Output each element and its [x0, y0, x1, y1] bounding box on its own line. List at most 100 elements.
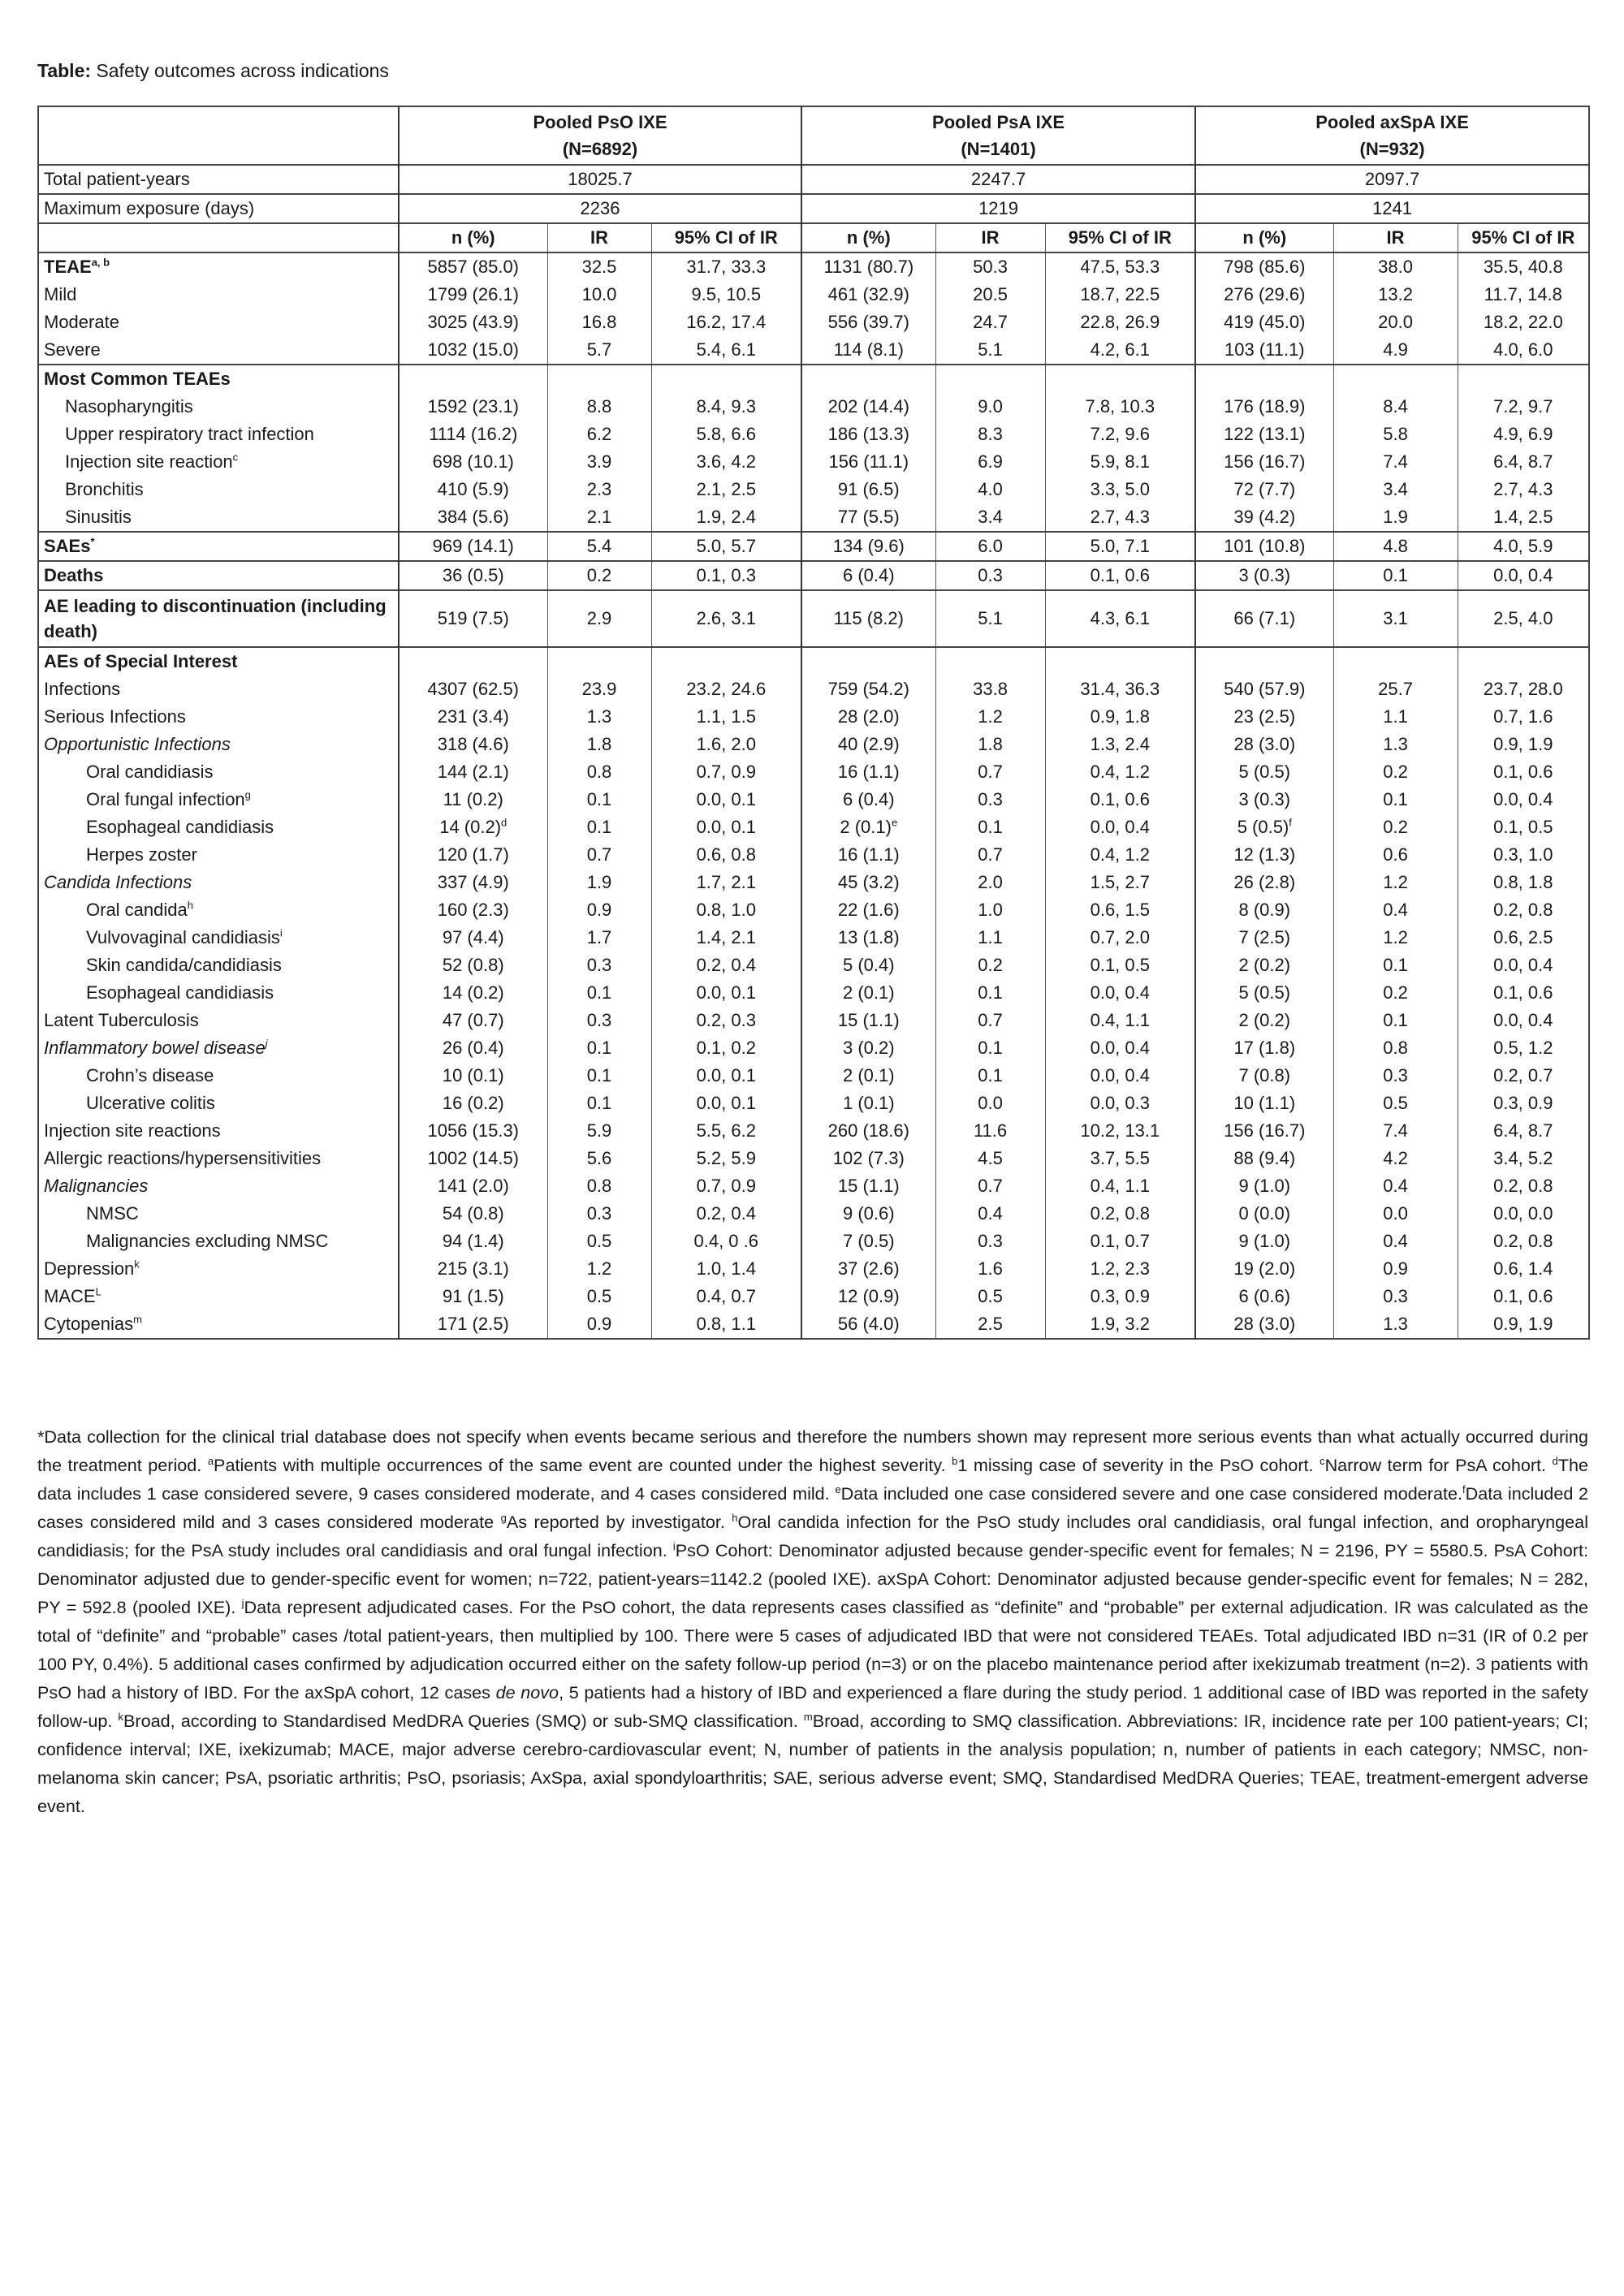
cell-value: 0.2 — [1383, 817, 1408, 837]
cell-n-pct: 37 (2.6) — [801, 1255, 936, 1283]
cell-n-pct: 3 (0.3) — [1194, 560, 1334, 590]
cell-ir: 8.4 — [1332, 393, 1458, 421]
cell-value: 0.0 — [978, 1093, 1003, 1113]
cell-value: 141 (2.0) — [437, 1176, 509, 1196]
cell-n-pct: 5857 (85.0) — [398, 252, 548, 281]
cell-value: 20.0 — [1378, 312, 1413, 332]
cell-value: 13 (1.8) — [837, 927, 900, 947]
cell-value: 5.6 — [586, 1148, 612, 1168]
cell-value: 8.8 — [586, 396, 612, 416]
cell-value: 0.7 — [978, 1176, 1003, 1196]
cell-value: 4.8 — [1383, 536, 1408, 556]
cell-value: 2.0 — [978, 872, 1003, 892]
cell-n-pct — [801, 364, 936, 393]
cell-ir: 0.5 — [935, 1283, 1046, 1310]
cell-ci: 0.2, 0.7 — [1457, 1062, 1590, 1090]
row-label-text: Herpes zoster — [86, 844, 197, 865]
row-label: Most Common TEAEs — [37, 364, 400, 393]
row-label-text: Vulvovaginal candidiasis — [86, 927, 280, 947]
row-label-text: AE leading to discontinuation (including… — [44, 596, 387, 641]
cell-ir: 11.6 — [935, 1117, 1046, 1145]
table-row: Oral fungal infectiong 11 (0.2) 0.1 0.0, 0.… — [37, 786, 1590, 814]
table-title-text: Safety outcomes across indications — [91, 60, 389, 81]
cell-ci: 0.0, 0.1 — [650, 786, 802, 814]
cell-ir: 0.1 — [546, 814, 652, 841]
cell-value: 20.5 — [973, 284, 1008, 304]
table-row: Most Common TEAEs — [37, 364, 1590, 393]
cell-value: 4.0, 6.0 — [1493, 339, 1553, 360]
cell-value: 0.2, 0.8 — [1493, 900, 1553, 920]
table-row: SAEs* 969 (14.1) 5.4 5.0, 5.7 134 (9.6) 6.0 5.… — [37, 531, 1590, 561]
cell-value: 176 (18.9) — [1224, 396, 1306, 416]
cell-value: 0.8 — [586, 762, 612, 782]
cell-value: 4.9, 6.9 — [1493, 424, 1553, 444]
header-blank — [37, 222, 400, 252]
cell-value: 5857 (85.0) — [427, 257, 520, 277]
group-header: Pooled PsA IXE (N=1401) — [801, 106, 1196, 165]
cell-ir: 5.6 — [546, 1145, 652, 1172]
cell-value: 1.1 — [1383, 706, 1408, 727]
cell-n-pct: 556 (39.7) — [801, 309, 936, 336]
cell-n-pct: 1131 (80.7) — [801, 252, 936, 281]
table-title-label: Table: — [37, 60, 92, 81]
row-label-text: Malignancies excluding NMSC — [86, 1231, 329, 1251]
cell-ci: 35.5, 40.8 — [1457, 252, 1590, 281]
table-row: Oral candidah 160 (2.3) 0.9 0.8, 1.0 22 (1.6… — [37, 896, 1590, 924]
row-label-text: TEAE — [44, 257, 92, 277]
table-row: Serious Infections 231 (3.4) 1.3 1.1, 1.5 28… — [37, 703, 1590, 731]
cell-value: 9.0 — [978, 396, 1003, 416]
footnote-marker: d — [1552, 1454, 1558, 1467]
cell-value: 12 (1.3) — [1233, 844, 1296, 865]
cell-ci: 0.6, 1.4 — [1457, 1255, 1590, 1283]
cell-ci: 0.4, 1.1 — [1044, 1172, 1196, 1200]
cell-value: 0.1 — [978, 1038, 1003, 1058]
cell-ir: 4.5 — [935, 1145, 1046, 1172]
cell-value: 1.9, 3.2 — [1090, 1314, 1150, 1334]
cell-ci: 0.4, 0 .6 — [650, 1228, 802, 1255]
cell-value: 18.2, 22.0 — [1483, 312, 1563, 332]
cell-value: 0.7, 0.9 — [696, 762, 756, 782]
cell-ci: 0.1, 0.3 — [650, 560, 802, 590]
cell-n-pct: 4307 (62.5) — [398, 675, 548, 703]
cell-value: 4.5 — [978, 1148, 1003, 1168]
cell-value: 0.8, 1.1 — [696, 1314, 756, 1334]
cell-ci: 0.0, 0.4 — [1044, 814, 1196, 841]
cell-value: 0.6, 1.5 — [1090, 900, 1150, 920]
cell-n-pct: 1799 (26.1) — [398, 281, 548, 309]
cell-ir: 0.3 — [1332, 1062, 1458, 1090]
footnote-marker: m — [803, 1710, 813, 1723]
cell-n-pct: 1114 (16.2) — [398, 421, 548, 448]
cell-ir: 5.9 — [546, 1117, 652, 1145]
cell-ir: 23.9 — [546, 675, 652, 703]
cell-value: 5.5, 6.2 — [696, 1120, 756, 1141]
footnote-marker: * — [90, 535, 95, 548]
cell-ci: 2.1, 2.5 — [650, 476, 802, 503]
cell-ci: 4.0, 6.0 — [1457, 336, 1590, 365]
cell-n-pct: 91 (1.5) — [398, 1283, 548, 1310]
cell-ir: 0.5 — [1332, 1090, 1458, 1117]
cell-ir: 1.7 — [546, 924, 652, 952]
cell-value: 0.0, 0.1 — [696, 1065, 756, 1085]
cell-ci: 6.4, 8.7 — [1457, 448, 1590, 476]
cell-ir: 0.3 — [546, 1007, 652, 1034]
cell-ir: 5.1 — [935, 589, 1046, 647]
cell-ci: 0.0, 0.0 — [1457, 1200, 1590, 1228]
footnote-marker: e — [891, 816, 898, 829]
cell-value: 0.3 — [1383, 1286, 1408, 1306]
cell-ir: 38.0 — [1332, 252, 1458, 281]
cell-value: 3.4 — [978, 507, 1003, 527]
cell-value: 0.2 — [978, 955, 1003, 975]
row-label: Total patient-years — [37, 164, 400, 194]
cell-value: 0.2, 0.8 — [1493, 1231, 1553, 1251]
cell-value: 22 (1.6) — [837, 900, 900, 920]
cell-ci: 8.4, 9.3 — [650, 393, 802, 421]
cell-n-pct: 39 (4.2) — [1194, 503, 1334, 532]
cell-ci: 1.6, 2.0 — [650, 731, 802, 758]
cell-value: 0.0, 0.1 — [696, 817, 756, 837]
cell-n-pct: 36 (0.5) — [398, 560, 548, 590]
cell-n-pct: 5 (0.5) — [1194, 758, 1334, 786]
cell-ci: 0.2, 0.8 — [1457, 1172, 1590, 1200]
group-name: Pooled PsO IXE — [533, 112, 667, 132]
cell-ci: 0.4, 1.1 — [1044, 1007, 1196, 1034]
row-label: SAEs* — [37, 531, 400, 561]
